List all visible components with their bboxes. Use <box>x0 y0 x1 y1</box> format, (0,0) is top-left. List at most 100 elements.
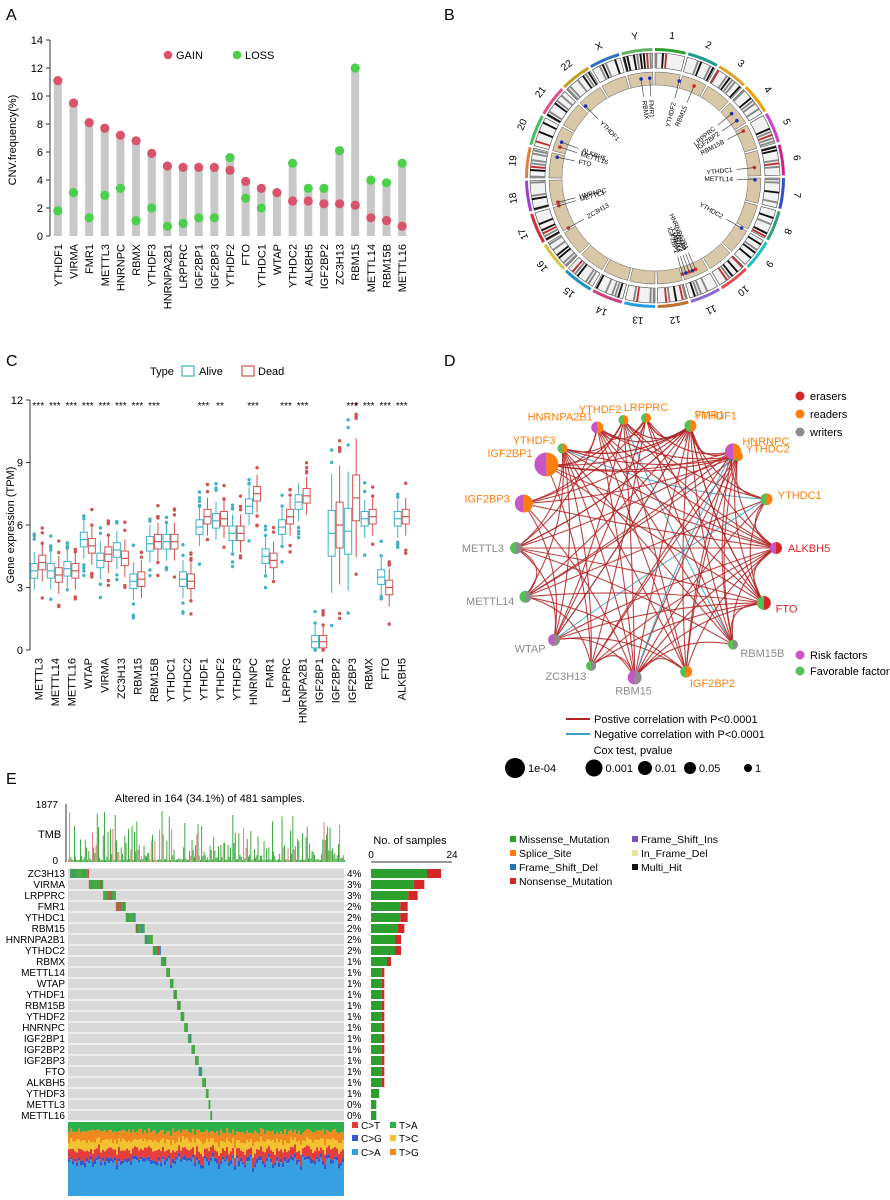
cnv-x-tick-label: FMR1 <box>84 244 96 274</box>
mutation-cell <box>167 968 168 977</box>
variant-legend-swatch <box>632 864 638 870</box>
cnv-x-tick-label: VIRMA <box>68 243 80 279</box>
box-outlier <box>106 583 111 587</box>
titv-segment <box>316 1159 318 1196</box>
positive-edge <box>515 547 734 646</box>
node-group-half <box>763 595 771 610</box>
box-outlier <box>98 531 103 536</box>
ideogram-band <box>564 254 578 267</box>
group-legend-marker <box>795 427 805 437</box>
titv-segment <box>334 1156 336 1160</box>
mutation-cell <box>152 946 154 955</box>
mutation-cell <box>111 891 113 900</box>
tmb-bar <box>328 850 330 862</box>
titv-segment <box>320 1153 322 1158</box>
titv-segment <box>82 1150 84 1161</box>
titv-segment <box>190 1161 192 1196</box>
positive-edge <box>685 547 777 672</box>
tmb-bar <box>104 812 105 862</box>
ideogram-band <box>569 85 581 98</box>
mutation-cell <box>151 935 152 944</box>
titv-segment <box>196 1146 198 1157</box>
titv-segment <box>76 1152 78 1163</box>
box-outlier <box>362 553 367 557</box>
gene-leader-line <box>721 120 738 132</box>
count-bar-other <box>427 869 441 878</box>
significance-mark: *** <box>396 401 408 412</box>
titv-segment <box>128 1140 130 1151</box>
titv-segment <box>98 1144 100 1156</box>
titv-segment <box>184 1129 186 1140</box>
titv-segment <box>212 1156 214 1196</box>
chromosome-color-arc <box>621 48 653 56</box>
chromosome-color-arc <box>746 241 768 268</box>
titv-segment <box>106 1132 108 1140</box>
tmb-bar <box>149 859 151 862</box>
node-label: YTHDF3 <box>513 435 556 447</box>
ideogram-band <box>538 217 554 226</box>
titv-segment <box>192 1157 194 1196</box>
count-bar-missense <box>371 913 401 922</box>
titv-segment <box>152 1160 154 1164</box>
oncoplot-gene-label: YTHDF2 <box>26 1012 65 1023</box>
mutation-cell <box>109 891 111 900</box>
titv-segment <box>262 1141 264 1152</box>
titv-segment <box>92 1166 94 1196</box>
titv-segment <box>192 1122 194 1130</box>
box-outlier <box>247 478 251 482</box>
titv-segment <box>242 1122 244 1133</box>
box-outlier <box>82 563 86 567</box>
titv-segment <box>342 1162 344 1196</box>
titv-segment <box>294 1153 296 1158</box>
count-bar-missense <box>371 1056 382 1065</box>
mutation-cell <box>141 924 142 933</box>
titv-segment <box>218 1135 220 1148</box>
significance-mark: *** <box>82 401 94 412</box>
titv-segment <box>90 1159 92 1196</box>
titv-segment <box>196 1159 198 1196</box>
titv-segment <box>260 1160 262 1196</box>
tmb-bar <box>298 841 300 862</box>
tmb-bar <box>167 859 169 862</box>
count-bar-other <box>381 1001 385 1010</box>
titv-segment <box>228 1141 230 1155</box>
chromosome-label: 17 <box>517 226 532 241</box>
titv-segment <box>272 1122 274 1131</box>
titv-segment <box>214 1122 216 1134</box>
mutation-cell <box>170 979 172 988</box>
gene-leader-line <box>585 105 599 120</box>
titv-segment <box>322 1138 324 1151</box>
oncoplot-gene-label: YTHDF1 <box>26 990 65 1001</box>
expr-x-tick-label: RBM15B <box>149 658 161 702</box>
box-outlier <box>379 539 383 543</box>
titv-segment <box>94 1149 96 1160</box>
titv-segment <box>294 1144 296 1154</box>
titv-segment <box>290 1159 292 1196</box>
tmb-bar <box>101 859 103 862</box>
ideogram-band <box>530 181 546 184</box>
cnv-loss-point <box>350 63 360 73</box>
chromosome-ideogram <box>594 273 627 300</box>
titv-segment <box>164 1134 166 1144</box>
titv-segment <box>170 1168 172 1196</box>
titv-segment <box>156 1134 158 1143</box>
cox-legend-marker <box>795 666 805 676</box>
titv-segment <box>228 1122 230 1133</box>
ideogram-band <box>530 162 546 166</box>
box-outlier <box>148 573 152 578</box>
titv-segment <box>68 1149 70 1160</box>
titv-segment <box>342 1132 344 1140</box>
tmb-bar <box>158 859 159 862</box>
node-group-half <box>623 414 629 425</box>
cox-legend-marker <box>795 650 805 660</box>
oncoplot-percent-label: 1% <box>347 1078 362 1089</box>
chromosome-label: 20 <box>516 117 531 132</box>
mutation-cell <box>175 990 177 999</box>
mutation-cell <box>210 1111 212 1120</box>
count-bar-missense <box>371 1100 377 1109</box>
titv-segment <box>216 1142 218 1152</box>
titv-segment <box>220 1122 222 1130</box>
mutation-cell <box>165 957 167 966</box>
titv-segment <box>194 1154 196 1163</box>
tmb-bar <box>243 827 245 862</box>
